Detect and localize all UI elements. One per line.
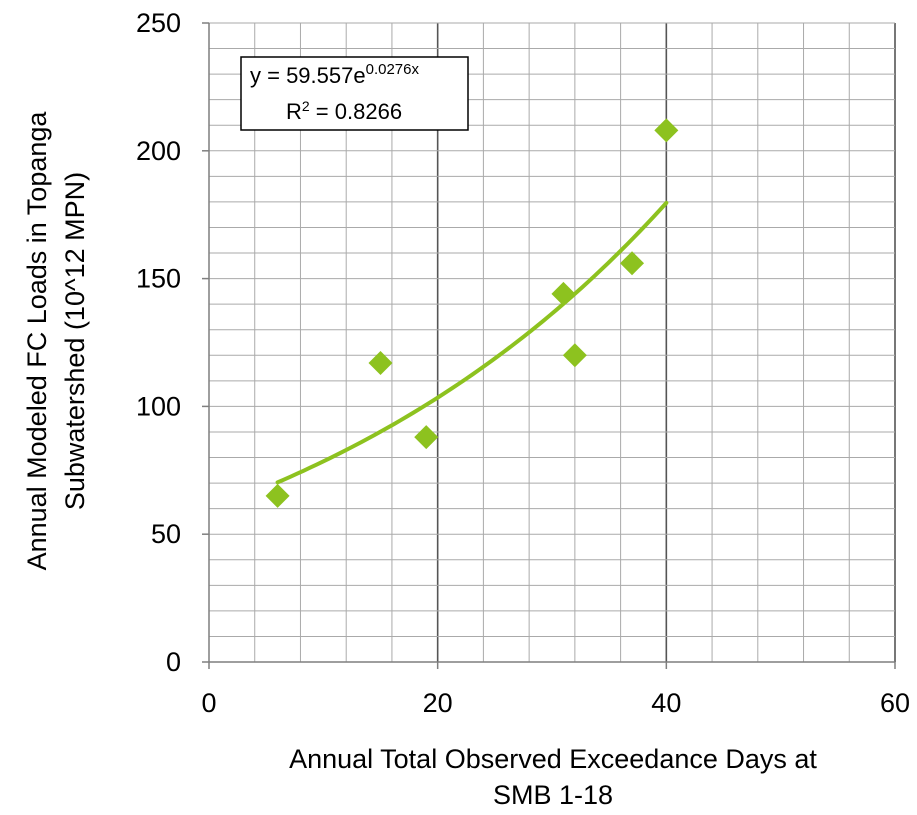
data-point-diamond [551,281,576,306]
x-tick-label: 40 [651,688,681,718]
data-point-diamond [620,251,645,276]
x-tick-label: 20 [423,688,453,718]
data-point-diamond [414,425,439,450]
trendline-path [275,200,669,485]
y-axis-title-line-2: Subwatershed (10^12 MPN) [60,172,90,510]
y-axis-title-line-1: Annual Modeled FC Loads in Topanga [22,111,52,571]
y-tick-label: 250 [136,8,181,38]
trendline-equation-box: y = 59.557e0.0276x R2 = 0.8266 [240,56,469,131]
y-tick-label: 0 [166,647,181,677]
x-tick-label: 0 [201,688,216,718]
y-axis-title: Annual Modeled FC Loads in Topanga Subwa… [22,111,90,571]
x-axis-title-line-2: SMB 1-18 [493,780,613,810]
y-tick-label: 200 [136,136,181,166]
trendline-equation: y = 59.557e0.0276x [250,61,419,88]
y-tick-label: 50 [151,519,181,549]
y-tick-label: 150 [136,264,181,294]
axes: 0 50 100 150 200 250 0 20 40 60 [136,8,910,718]
r-squared-label: R2 = 0.8266 [286,98,402,124]
x-tick-label: 60 [880,688,910,718]
y-tick-label: 100 [136,391,181,421]
x-axis-title: Annual Total Observed Exceedance Days at… [289,744,817,810]
trendline [275,200,669,485]
grid [209,22,896,662]
data-point-diamond [368,350,393,375]
data-point-diamond [654,118,679,143]
data-point-diamond [562,343,587,368]
data-point-diamond [265,483,290,508]
data-points [265,118,679,508]
x-axis-title-line-1: Annual Total Observed Exceedance Days at [289,744,817,774]
